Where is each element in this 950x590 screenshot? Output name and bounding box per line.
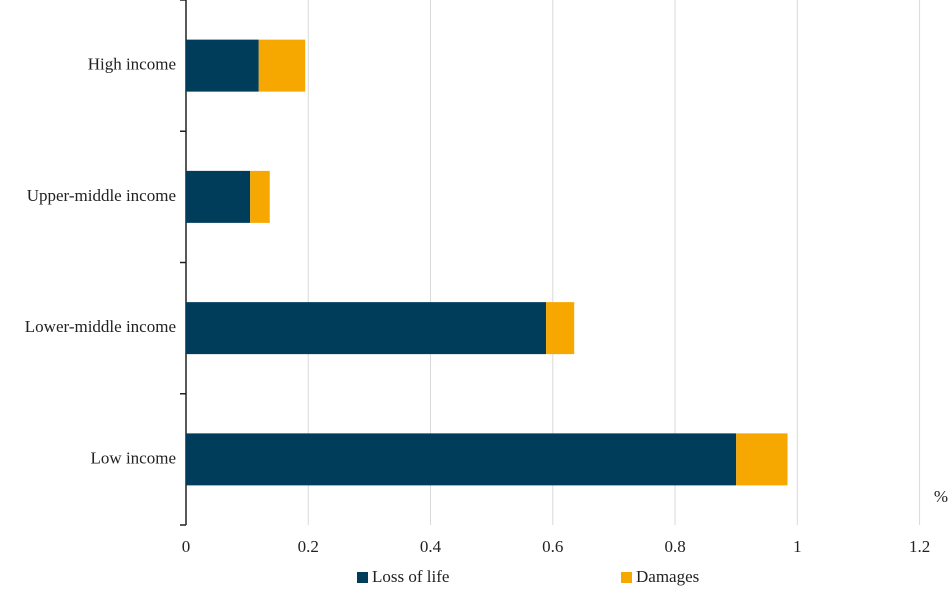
x-tick-label: 0 bbox=[182, 537, 191, 556]
bar-segment bbox=[186, 433, 737, 486]
y-tick-label: Lower-middle income bbox=[25, 317, 176, 336]
bar-segment bbox=[186, 170, 251, 223]
legend-label: Damages bbox=[636, 567, 699, 586]
x-tick-label: 0.2 bbox=[298, 537, 319, 556]
bar-segment bbox=[258, 39, 306, 92]
x-tick-label: 0.4 bbox=[420, 537, 442, 556]
x-tick-label: 0.8 bbox=[664, 537, 685, 556]
x-axis-label: % bbox=[934, 487, 948, 506]
bar-segment bbox=[250, 170, 270, 223]
bar-segment bbox=[186, 302, 547, 355]
x-tick-label: 1 bbox=[793, 537, 802, 556]
bar-segment bbox=[186, 39, 259, 92]
x-tick-label: 1.2 bbox=[909, 537, 930, 556]
legend-label: Loss of life bbox=[372, 567, 449, 586]
legend-swatch bbox=[357, 572, 368, 583]
bar-segment bbox=[736, 433, 788, 486]
bar-segment bbox=[546, 302, 575, 355]
y-tick-label: Upper-middle income bbox=[27, 186, 176, 205]
y-tick-label: High income bbox=[88, 55, 176, 74]
x-tick-label: 0.6 bbox=[542, 537, 563, 556]
legend-swatch bbox=[621, 572, 632, 583]
y-tick-label: Low income bbox=[91, 448, 176, 467]
